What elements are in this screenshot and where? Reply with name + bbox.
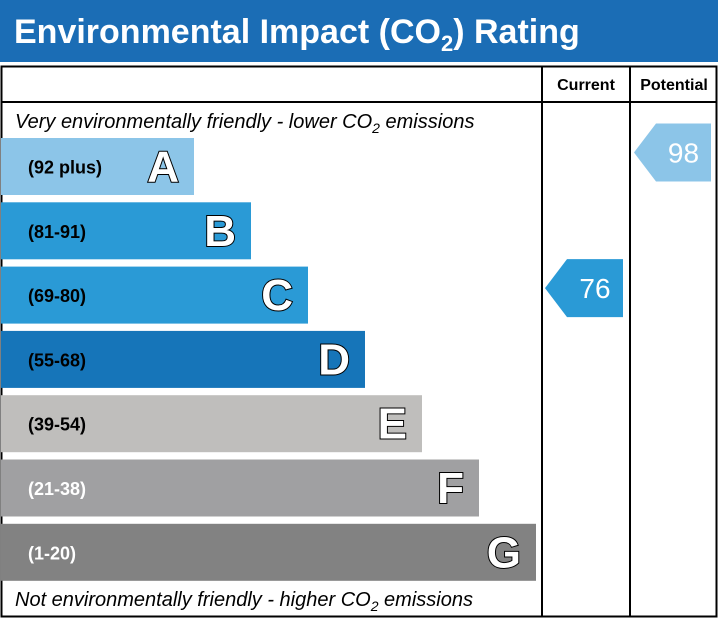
band-letter: A	[147, 143, 179, 192]
bottom-note: Not environmentally friendly - higher CO…	[15, 589, 473, 614]
potential-rating-arrow-value: 98	[668, 138, 699, 169]
band-letter: F	[437, 464, 464, 513]
current-rating-arrow-value: 76	[579, 273, 610, 304]
band-range: (55-68)	[28, 350, 86, 370]
band-bar	[1, 523, 536, 581]
band-letter: E	[378, 400, 407, 449]
band-c: (69-80) C	[1, 266, 308, 324]
band-a: (92 plus) A	[1, 138, 194, 195]
current-rating-arrow: 76	[545, 259, 623, 318]
band-range: (92 plus)	[28, 158, 102, 178]
column-header-potential: Potential	[640, 77, 708, 94]
band-bar	[1, 330, 365, 388]
potential-rating-arrow-shape	[634, 123, 711, 182]
band-letter: C	[261, 271, 293, 320]
band-range: (69-80)	[28, 286, 86, 306]
band-range: (21-38)	[28, 479, 86, 499]
band-range: (1-20)	[28, 543, 76, 563]
band-d: (55-68) D	[1, 330, 365, 388]
potential-rating-arrow: 98	[634, 123, 711, 182]
band-bar	[1, 266, 308, 324]
title-bar	[0, 0, 718, 62]
band-letter: B	[204, 207, 236, 256]
current-rating-arrow-shape	[545, 259, 623, 318]
band-e: (39-54) E	[1, 395, 422, 453]
band-letter: D	[318, 335, 350, 384]
band-range: (39-54)	[28, 415, 86, 435]
band-g: (1-20) G	[1, 523, 536, 581]
band-f: (21-38) F	[1, 459, 479, 517]
band-bar	[1, 202, 251, 260]
band-bar	[1, 459, 479, 517]
band-range: (81-91)	[28, 222, 86, 242]
column-header-current: Current	[557, 77, 615, 94]
band-b: (81-91) B	[1, 202, 251, 260]
top-note: Very environmentally friendly - lower CO…	[15, 111, 474, 136]
band-bar	[1, 138, 194, 195]
band-bar	[1, 395, 422, 453]
band-letter: G	[487, 528, 521, 577]
chart-title: Environmental Impact (CO2) Rating	[14, 13, 580, 56]
